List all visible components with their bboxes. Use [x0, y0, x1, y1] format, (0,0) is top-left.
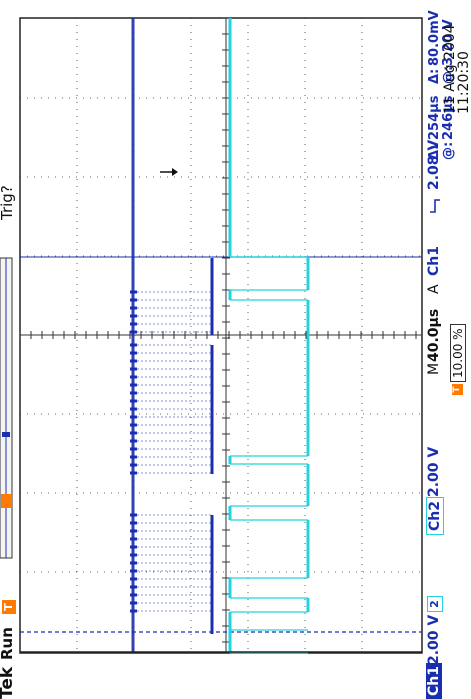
ch1-pulse-edge: [130, 537, 137, 541]
ch1-pulse-edge: [130, 423, 137, 427]
ch1-pulse-edge: [130, 569, 137, 573]
ch1-pulse-edge: [130, 463, 137, 467]
cursor-t-delta-value: 254µs: [427, 95, 442, 140]
waveform-area: [20, 18, 422, 654]
ch1-pulse-edge: [130, 306, 137, 310]
ch1-pulse-edge: [130, 431, 137, 435]
ch1-pulse-edge: [130, 593, 137, 597]
ch1-pulse-edge: [130, 471, 137, 475]
trigger-mode: A: [426, 284, 442, 294]
ch1-pulse-edge: [130, 561, 137, 565]
ch1-scale[interactable]: 2.00 V: [426, 614, 442, 665]
ch1-pulse-edge: [130, 330, 137, 334]
ch1-pulse-edge: [130, 455, 137, 459]
ch1-pulse-edge: [130, 439, 137, 443]
ch1-pulse-edge: [130, 521, 137, 525]
ch1-pulse-edge: [130, 447, 137, 451]
cursor-t-at-label: @:: [441, 141, 456, 160]
ch1-pulse-edge: [130, 314, 137, 318]
ch1-label[interactable]: Ch1: [426, 663, 442, 699]
cursor-v-delta-label: Δ:: [427, 68, 442, 84]
ch2-ground-marker[interactable]: 2: [427, 596, 443, 612]
rising-edge-icon: [430, 199, 440, 213]
trigger-position-marker: T: [2, 600, 16, 614]
trigger-source[interactable]: Ch1: [426, 246, 442, 276]
ch1-pulse-edge: [130, 391, 137, 395]
ch1-pulse-edge: [130, 375, 137, 379]
ch1-pulse-edge: [130, 343, 137, 347]
ch1-pulse-edge: [130, 407, 137, 411]
ch1-pulse-edge: [130, 545, 137, 549]
timebase-value[interactable]: 40.0µs: [426, 308, 442, 362]
ch1-pulse-edge: [130, 367, 137, 371]
ch1-pulse-edge: [130, 298, 137, 302]
ch1-pulse-edge: [130, 601, 137, 605]
ch2-label[interactable]: Ch2: [426, 497, 444, 535]
brand-logo: Tek: [0, 666, 17, 699]
ch1-pulse-edge: [130, 399, 137, 403]
ch1-pulse-edge: [130, 383, 137, 387]
cursor-v-delta-value: 80.0mV: [427, 10, 442, 66]
ch2-scale[interactable]: 2.00 V: [426, 446, 442, 497]
trigger-level-arrowhead: [172, 168, 178, 176]
ch1-pulse-edge: [130, 577, 137, 581]
ch1-pulse-edge: [130, 609, 137, 613]
ch1-pulse-edge: [130, 351, 137, 355]
ch1-pulse-edge: [130, 513, 137, 517]
record-length-bar: [0, 257, 13, 559]
ch1-pulse-edge: [130, 553, 137, 557]
time-stamp: 11:20:30: [456, 51, 471, 114]
cursor-t-delta-label: Δ:: [427, 144, 442, 160]
ch1-pulse-edge: [130, 290, 137, 294]
trigger-status: Trig?: [0, 185, 16, 220]
ch1-pulse-edge: [130, 585, 137, 589]
ch1-pulse-edge: [130, 322, 137, 326]
ch1-pulse-edge: [130, 359, 137, 363]
acquisition-state: Run: [0, 627, 16, 660]
trigger-position-value: 10.00 %: [450, 324, 466, 382]
ch1-pulse-edge: [130, 415, 137, 419]
ch1-pulse-edge: [130, 529, 137, 533]
timebase-mode: M: [426, 362, 442, 375]
trigger-position-icon: T: [452, 384, 463, 395]
